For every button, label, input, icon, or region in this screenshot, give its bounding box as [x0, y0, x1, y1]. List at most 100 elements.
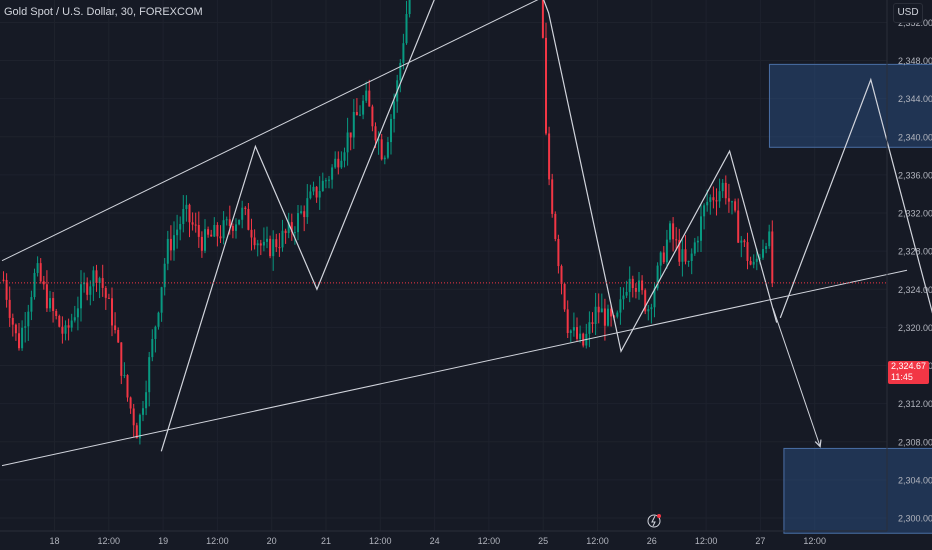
candle-body	[216, 224, 219, 237]
time-tick-label: 25	[538, 536, 548, 546]
candle-body	[762, 249, 764, 258]
candle-body	[39, 263, 42, 282]
candle-body	[622, 295, 625, 300]
candle-body	[572, 327, 575, 331]
candle-body	[647, 309, 650, 312]
candle-body	[359, 114, 361, 116]
candle-body	[644, 290, 647, 312]
candle-body	[724, 182, 727, 199]
candle-body	[290, 222, 293, 233]
candle-body	[231, 226, 234, 231]
flash-icon[interactable]	[647, 514, 661, 528]
candle-body	[238, 219, 241, 225]
candlestick-series	[2, 0, 774, 445]
candle-body	[86, 282, 89, 295]
last-price-tag: 2,324.67 11:45	[888, 361, 929, 384]
candle-body	[303, 211, 306, 218]
time-tick-label: 20	[267, 536, 277, 546]
candle-body	[5, 279, 8, 300]
candle-body	[219, 236, 222, 239]
candle-body	[191, 222, 194, 225]
candle-body	[278, 247, 281, 249]
candle-body	[244, 207, 247, 209]
candle-body	[42, 281, 45, 285]
candle-body	[659, 252, 662, 266]
candle-body	[619, 299, 622, 313]
candle-body	[262, 241, 265, 246]
candle-body	[746, 242, 749, 261]
candle-body	[151, 338, 154, 358]
candle-body	[67, 325, 70, 328]
candle-body	[306, 198, 309, 218]
price-tick-label: 2,312.00	[898, 399, 932, 409]
candle-body	[616, 312, 619, 317]
candle-body	[318, 191, 321, 198]
candle-body	[272, 239, 275, 257]
candle-body	[625, 291, 628, 296]
candle-body	[390, 118, 392, 143]
candle-body	[541, 0, 544, 38]
candle-body	[734, 201, 737, 211]
candle-body	[700, 216, 702, 241]
candle-body	[551, 179, 554, 214]
time-tick-label: 18	[49, 536, 59, 546]
candle-body	[111, 298, 113, 326]
candle-body	[349, 132, 352, 138]
candle-body	[104, 287, 107, 298]
candle-body	[321, 180, 324, 192]
candle-body	[275, 239, 278, 248]
price-tick-label: 2,320.00	[898, 323, 932, 333]
candle-body	[706, 201, 709, 206]
time-tick-label: 19	[158, 536, 168, 546]
price-tick-label: 2,308.00	[898, 437, 932, 447]
candle-body	[597, 306, 600, 313]
candle-body	[631, 278, 634, 288]
candle-body	[266, 238, 268, 242]
candle-body	[61, 326, 64, 334]
time-tick-label: 12:00	[803, 536, 826, 546]
candle-body	[222, 220, 225, 239]
candle-body	[36, 263, 39, 273]
channel-lower-line	[1, 269, 908, 467]
candle-body	[11, 317, 14, 325]
candle-body	[259, 243, 262, 246]
zigzag-pattern	[160, 0, 778, 452]
candle-body	[755, 258, 758, 262]
candle-body	[368, 90, 371, 107]
candle-body	[569, 330, 572, 334]
time-tick-label: 21	[321, 536, 331, 546]
time-tick-label: 12:00	[369, 536, 392, 546]
candle-body	[256, 243, 259, 246]
candle-body	[207, 229, 210, 235]
candle-body	[253, 237, 256, 246]
candle-body	[371, 106, 374, 127]
candle-body	[135, 425, 138, 439]
candle-body	[200, 236, 203, 251]
candle-body	[765, 246, 768, 250]
price-tick-label: 2,300.00	[898, 514, 932, 524]
candle-body	[405, 14, 408, 44]
candle-body	[117, 329, 120, 343]
candle-body	[269, 238, 272, 257]
candle-body	[548, 133, 551, 180]
candle-body	[145, 392, 148, 409]
candle-body	[213, 224, 216, 237]
time-tick-label: 12:00	[478, 536, 501, 546]
price-tick-label: 2,348.00	[898, 56, 932, 66]
candle-body	[8, 299, 11, 318]
candle-body	[169, 238, 172, 251]
time-tick-label: 24	[430, 536, 440, 546]
candle-body	[594, 306, 597, 324]
candle-body	[365, 90, 368, 101]
time-axis[interactable]: 18 12:00 19 12:00 20 21 12:00 24 12:00 25 12:00 26 1…	[49, 536, 825, 546]
candle-body	[607, 308, 609, 326]
candle-body	[638, 280, 640, 292]
candle-body	[737, 210, 740, 243]
candle-body	[703, 205, 706, 217]
candle-body	[665, 239, 668, 263]
currency-button[interactable]: USD	[893, 3, 923, 23]
candle-body	[210, 234, 213, 237]
candle-body	[129, 397, 132, 409]
candle-body	[563, 283, 566, 310]
